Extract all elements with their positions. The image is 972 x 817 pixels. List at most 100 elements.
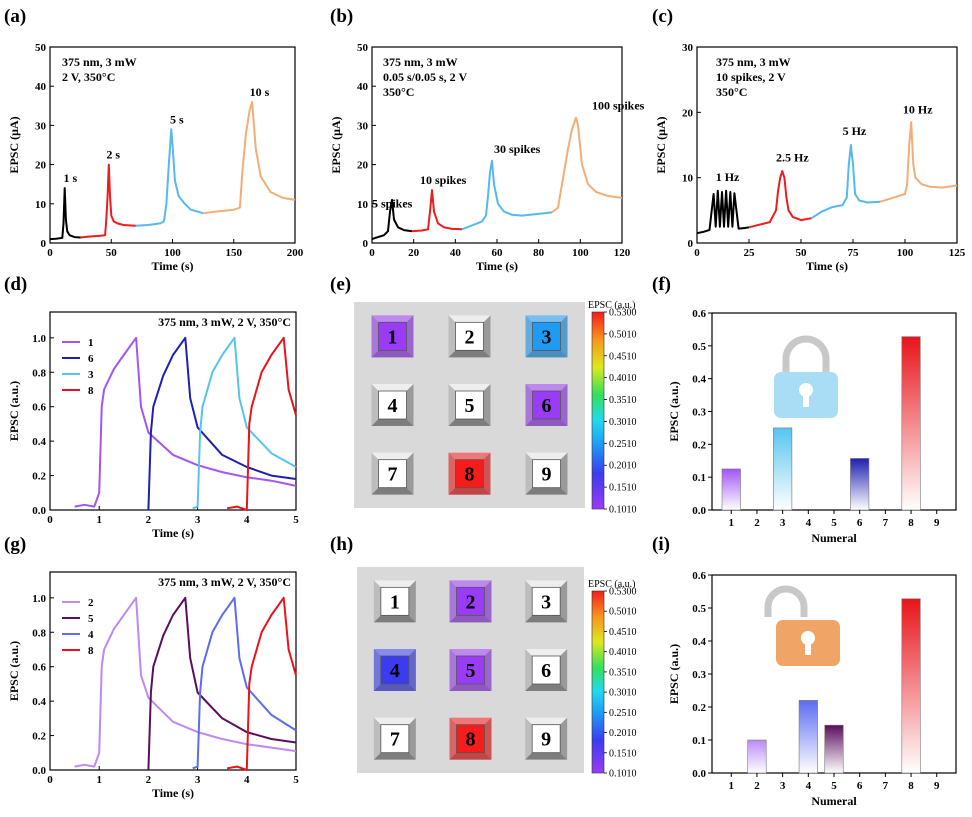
colorbar-tick-label-e: 0.3010 bbox=[609, 417, 637, 428]
cell-number: 3 bbox=[542, 326, 552, 348]
series-line-c-2 bbox=[810, 144, 881, 220]
x-tick-label-f: 7 bbox=[883, 517, 889, 529]
x-tick-label-d: 3 bbox=[195, 514, 201, 526]
bar-1 bbox=[721, 468, 741, 511]
legend-label-g: 8 bbox=[88, 645, 94, 657]
cell-face bbox=[456, 655, 485, 685]
cell-face bbox=[456, 724, 485, 754]
panel-label-h: (h) bbox=[330, 534, 353, 555]
cell-face bbox=[378, 390, 407, 420]
cell-number: 9 bbox=[542, 464, 552, 486]
y-tick-label-f: 0.6 bbox=[692, 308, 706, 320]
cell-face bbox=[532, 390, 561, 420]
colorbar-tick-label-e: 0.5010 bbox=[609, 329, 637, 340]
key-cell-9: 9 bbox=[525, 717, 568, 760]
condition-annotation-d: 375 nm, 3 mW, 2 V, 350°C bbox=[158, 315, 291, 329]
cell-bevel-left bbox=[525, 717, 533, 760]
x-tick-label-f: 6 bbox=[857, 517, 863, 529]
colorbar-h bbox=[591, 590, 605, 774]
cell-bevel-left bbox=[371, 452, 379, 495]
y-tick-label-a: 10 bbox=[35, 199, 47, 211]
x-axis-label-b: Time (s) bbox=[476, 259, 518, 273]
key-cell-9: 9 bbox=[525, 452, 568, 495]
y-tick-label-b: 20 bbox=[357, 160, 369, 172]
y-tick-label-d: 0.4 bbox=[32, 436, 46, 448]
panel-label-i: (i) bbox=[652, 534, 670, 555]
legend-label-d: 3 bbox=[88, 369, 94, 381]
colorbar-tick-label-e: 0.5300 bbox=[609, 308, 637, 319]
y-axis-label-a: EPSC (μA) bbox=[7, 116, 21, 173]
key-cell-1: 1 bbox=[373, 580, 416, 623]
bar-6 bbox=[850, 458, 870, 511]
cell-bevel-bottom bbox=[371, 487, 414, 495]
peak-label-b-1: 10 spikes bbox=[420, 173, 467, 187]
panel-label-c: (c) bbox=[652, 6, 673, 27]
y-tick-label-f: 0.2 bbox=[692, 439, 706, 451]
legend-label-d: 6 bbox=[88, 353, 94, 365]
x-tick-label-i: 9 bbox=[934, 780, 940, 792]
series-line-a-1 bbox=[80, 163, 136, 239]
x-tick-label-i: 4 bbox=[806, 780, 812, 792]
x-tick-label-b: 80 bbox=[533, 247, 545, 259]
y-tick-label-a: 50 bbox=[35, 42, 47, 54]
series-line-g-2 bbox=[192, 596, 297, 770]
colorbar-tick-label-e: 0.2010 bbox=[609, 461, 637, 472]
chart-b: 0 20 40 60 80 100 120 0 10 20 30 40 50 Time (s) EPSC (… bbox=[329, 42, 645, 273]
key-cell-6: 6 bbox=[525, 384, 568, 426]
x-tick-label-a: 100 bbox=[164, 247, 181, 259]
x-tick-label-a: 0 bbox=[47, 247, 53, 259]
lock-shackle-f bbox=[782, 335, 830, 375]
series-line-d-3 bbox=[226, 336, 297, 511]
y-tick-label-c: 10 bbox=[682, 173, 694, 185]
x-axis-label-d: Time (s) bbox=[152, 526, 194, 540]
x-tick-label-c: 125 bbox=[949, 247, 966, 259]
lock-keyhole-f bbox=[799, 383, 813, 397]
bar-3 bbox=[773, 427, 793, 511]
x-tick-label-i: 1 bbox=[729, 780, 735, 792]
cell-number: 5 bbox=[466, 660, 476, 682]
y-tick-label-f: 0.1 bbox=[692, 472, 706, 484]
cell-bevel-top bbox=[525, 717, 568, 725]
colorbar-tick-label-e: 0.1010 bbox=[609, 505, 637, 516]
x-tick-label-i: 8 bbox=[908, 780, 914, 792]
condition-annotation-c: 375 nm, 3 mW bbox=[716, 55, 791, 69]
y-tick-label-d: 0.2 bbox=[32, 471, 46, 483]
cell-bevel-bottom bbox=[373, 615, 416, 623]
plot-frame-g bbox=[49, 571, 297, 771]
colorbar-e bbox=[591, 311, 605, 510]
colorbar-tick-label-h: 0.2010 bbox=[609, 728, 637, 739]
cell-face bbox=[378, 459, 407, 489]
y-tick-label-b: 40 bbox=[357, 81, 369, 93]
key-cell-8: 8 bbox=[449, 717, 492, 760]
cell-bevel-top bbox=[525, 649, 568, 656]
peak-label-a-3: 10 s bbox=[250, 85, 270, 99]
y-tick-label-i: 0.1 bbox=[692, 735, 706, 747]
y-axis-label-d: EPSC (a.u.) bbox=[7, 381, 21, 441]
x-tick-label-c: 75 bbox=[848, 247, 860, 259]
series-line-g-3 bbox=[226, 596, 297, 771]
legend-label-d: 8 bbox=[88, 385, 94, 397]
bar-5 bbox=[824, 724, 844, 774]
colorbar-tick-label-h: 0.4010 bbox=[609, 647, 637, 658]
key-cell-3: 3 bbox=[525, 315, 568, 358]
x-axis-label-g: Time (s) bbox=[152, 786, 194, 800]
cell-bevel-top bbox=[373, 717, 416, 725]
y-tick-label-f: 0.5 bbox=[692, 341, 706, 353]
x-tick-label-a: 50 bbox=[106, 247, 118, 259]
x-tick-label-b: 0 bbox=[369, 247, 375, 259]
x-tick-label-i: 6 bbox=[857, 780, 863, 792]
x-axis-label-a: Time (s) bbox=[151, 259, 193, 273]
colorbar-tick-label-h: 0.5300 bbox=[609, 587, 637, 598]
x-tick-label-b: 20 bbox=[408, 247, 420, 259]
cell-bevel-left bbox=[525, 452, 533, 495]
x-tick-label-i: 5 bbox=[831, 780, 837, 792]
bar-2 bbox=[747, 739, 767, 774]
y-axis-label-c: EPSC (μA) bbox=[654, 116, 668, 173]
y-tick-label-f: 0.0 bbox=[692, 505, 706, 517]
cell-bevel-left bbox=[525, 580, 533, 623]
cell-bevel-right bbox=[560, 649, 568, 691]
x-tick-label-g: 5 bbox=[293, 774, 299, 786]
x-tick-label-a: 200 bbox=[287, 247, 304, 259]
y-tick-label-b: 30 bbox=[357, 120, 369, 132]
